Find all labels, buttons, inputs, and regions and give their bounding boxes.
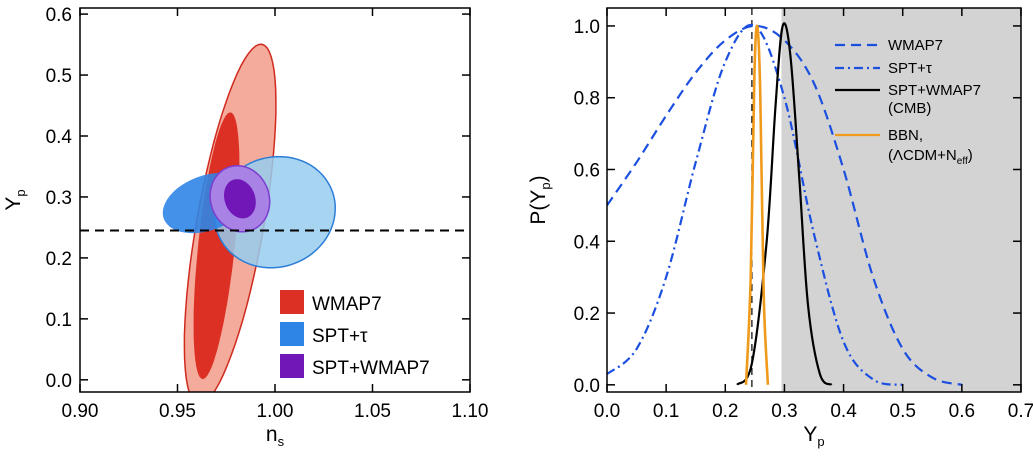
legend-label-cmb-line2: (CMB) [888, 100, 931, 117]
left-xtick-label: 0.90 [62, 401, 99, 422]
right-ytick-label: 0.8 [574, 89, 600, 110]
curve-spt-wmap7-cmb [736, 22, 833, 386]
right-ytick-label: 0.4 [574, 232, 601, 253]
right-xtick-label: 0.2 [712, 401, 738, 422]
left-xtick-label: 1.10 [452, 401, 489, 422]
right-xticks: 0.0 0.1 0.2 0.3 0.4 0.5 0.6 0.7 [594, 8, 1033, 422]
curve-bbn-cdm-n-eff [744, 24, 770, 385]
left-ytick-label: 0.4 [46, 127, 73, 148]
left-ylabel: Yp [2, 189, 28, 210]
legend-label-wmap7: WMAP7 [312, 294, 382, 315]
right-yticks: 0.0 0.2 0.4 0.6 0.8 1.0 [574, 17, 1021, 397]
right-xtick-label: 0.1 [653, 401, 679, 422]
left-xtick-label: 1.00 [257, 401, 294, 422]
left-xtick-label: 1.05 [354, 401, 391, 422]
left-contours [162, 43, 336, 392]
left-ytick-label: 0.1 [46, 310, 72, 331]
right-legend: WMAP7 SPT+τ SPT+WMAP7 (CMB) BBN, (ΛCDM+N… [835, 37, 981, 167]
right-ytick-label: 0.2 [574, 304, 600, 325]
right-panel: 0.0 0.1 0.2 0.3 0.4 0.5 0.6 0.7 0.0 0.2 0.4 0.6 0.8… [527, 7, 1033, 449]
left-yticks: 0.0 0.1 0.2 0.3 0.4 0.5 0.6 [46, 5, 470, 392]
left-ytick-label: 0.6 [46, 5, 72, 26]
left-xtick-label: 0.95 [159, 401, 196, 422]
right-xtick-label: 0.3 [771, 401, 797, 422]
right-plot-frame [606, 7, 1022, 393]
right-xtick-label: 0.4 [830, 401, 857, 422]
right-ytick-label: 0.0 [574, 376, 600, 397]
left-ytick-label: 0.0 [46, 371, 72, 392]
legend-swatch-spt-tau [280, 322, 304, 346]
right-xtick-label: 0.7 [1008, 401, 1033, 422]
curve-wmap7 [607, 24, 963, 386]
legend-swatch-spt-wmap7 [280, 354, 304, 378]
legend-label-spt-tau: SPT+τ [312, 326, 368, 347]
curve-spt [607, 23, 903, 386]
right-ylabel: P(Yp) [527, 175, 553, 224]
right-curves [607, 22, 963, 386]
left-ytick-label: 0.3 [46, 188, 72, 209]
right-ytick-label: 0.6 [574, 160, 600, 181]
left-ytick-label: 0.2 [46, 249, 72, 270]
left-ytick-label: 0.5 [46, 66, 72, 87]
legend-label-wmap7-curve: WMAP7 [888, 37, 943, 54]
left-panel: 0.90 0.95 1.00 1.05 1.10 0.00.10.20.30.40.50… [2, 5, 488, 449]
contour-spt-wmap7-68 [224, 179, 256, 219]
legend-label-spt-wmap7: SPT+WMAP7 [312, 358, 430, 379]
left-legend: WMAP7 SPT+τ SPT+WMAP7 [280, 290, 430, 379]
left-xticks: 0.90 0.95 1.00 1.05 1.10 [62, 8, 489, 422]
right-xtick-label: 0.6 [949, 401, 975, 422]
legend-label-bbn-line2: (ΛCDM+Neff) [888, 147, 973, 167]
right-xtick-label: 0.0 [594, 401, 620, 422]
right-xlabel: Yp [803, 423, 824, 449]
right-ytick-label: 1.0 [574, 17, 600, 38]
excluded-region [781, 8, 1021, 392]
legend-label-spt-tau-curve: SPT+τ [888, 60, 932, 77]
legend-label-cmb-line1: SPT+WMAP7 [888, 82, 981, 99]
left-xlabel: ns [266, 423, 285, 449]
legend-swatch-wmap7 [280, 290, 304, 314]
legend-label-bbn-line1: BBN, [888, 127, 923, 144]
right-xtick-label: 0.5 [890, 401, 916, 422]
